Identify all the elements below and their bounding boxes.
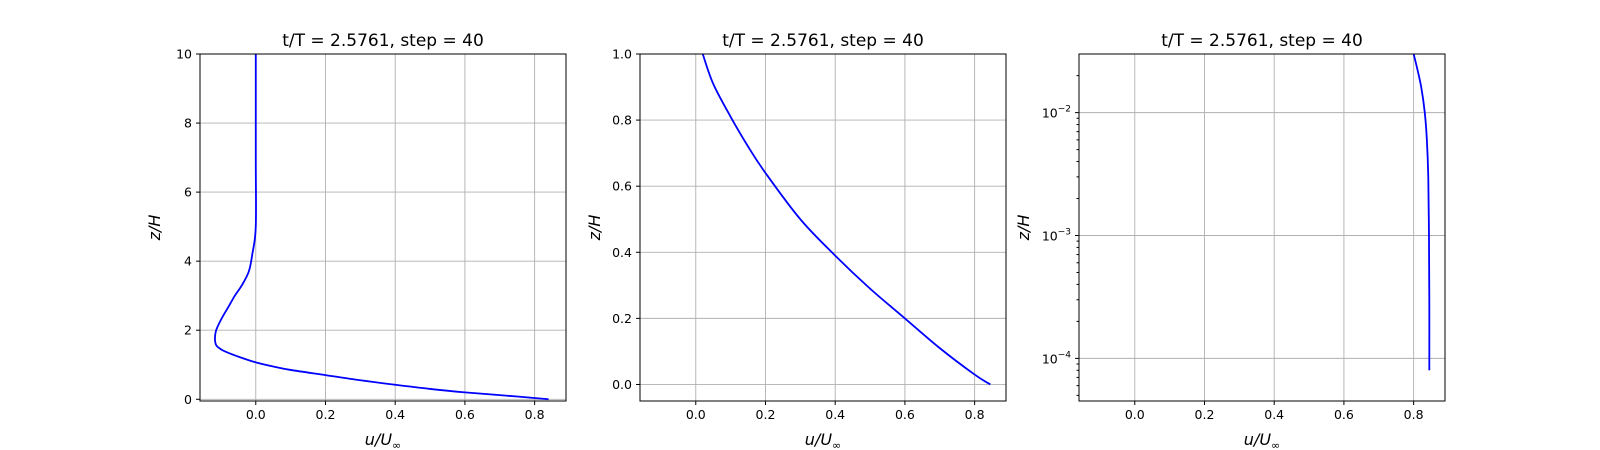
x-tick-label: 0.2	[756, 407, 776, 422]
x-tick-label: 0.0	[686, 407, 706, 422]
y-tick-label: 0	[184, 392, 192, 407]
y-tick-label: 10−2	[1042, 105, 1071, 121]
y-tick-label: 4	[184, 254, 192, 269]
y-tick-label: 1.0	[612, 47, 632, 62]
chart-title: t/T = 2.5761, step = 40	[282, 31, 484, 51]
x-tick-label: 0.0	[1125, 407, 1145, 422]
y-tick-label: 0.4	[612, 245, 632, 260]
x-tick-label: 0.4	[385, 407, 405, 422]
x-tick-label: 0.2	[1195, 407, 1215, 422]
chart-panel-2: 0.0 0.2 0.4 0.6 0.8 0.0 0.2 0.4 0.6 0.8 1.0 t/T = 2…	[585, 31, 1007, 450]
chart-panel-3: 0.0 0.2 0.4 0.6 0.8 10−4 10−3 10−2 t/T = 2.5761,…	[1014, 31, 1446, 450]
y-tick-label: 10−3	[1042, 228, 1071, 244]
axes-frame	[639, 53, 1007, 402]
x-tick-label: 0.8	[965, 407, 985, 422]
x-tick-label: 0.6	[455, 407, 475, 422]
x-tick-label: 0.0	[246, 407, 266, 422]
velocity-profile-line	[214, 54, 549, 401]
x-tick-label: 0.2	[316, 407, 336, 422]
y-tick-label: 0.8	[612, 113, 632, 128]
chart-title: t/T = 2.5761, step = 40	[1161, 31, 1363, 51]
chart-panel-1: 0.0 0.2 0.4 0.6 0.8 0 2 4 6 8 10 t/T = 2.5761, step…	[145, 31, 567, 450]
x-axis-label: u/U∞	[1244, 430, 1280, 450]
y-tick-label: 0.6	[612, 179, 632, 194]
x-tick-label: 0.4	[1264, 407, 1284, 422]
y-tick-label: 2	[184, 323, 192, 338]
y-tick-label: 8	[184, 116, 192, 131]
velocity-profile-line	[1412, 53, 1431, 371]
y-tick-label: 0.0	[612, 377, 632, 392]
x-axis-label: u/U∞	[365, 430, 401, 450]
y-tick-label: 0.2	[612, 311, 632, 326]
velocity-profile-line	[701, 53, 991, 386]
x-axis-label: u/U∞	[805, 430, 841, 450]
y-tick-label: 10	[176, 47, 192, 62]
x-tick-label: 0.8	[1404, 407, 1424, 422]
x-tick-label: 0.6	[895, 407, 915, 422]
y-tick-label: 6	[184, 185, 192, 200]
x-tick-label: 0.6	[1334, 407, 1354, 422]
y-axis-label: z/H	[585, 215, 604, 242]
x-tick-label: 0.4	[825, 407, 845, 422]
x-tick-label: 0.8	[525, 407, 545, 422]
y-axis-label: z/H	[145, 215, 164, 242]
axes-frame	[199, 53, 567, 402]
chart-title: t/T = 2.5761, step = 40	[722, 31, 924, 51]
y-tick-label: 10−4	[1042, 350, 1071, 366]
y-axis-label: z/H	[1014, 215, 1033, 242]
axes-frame	[1078, 53, 1446, 402]
